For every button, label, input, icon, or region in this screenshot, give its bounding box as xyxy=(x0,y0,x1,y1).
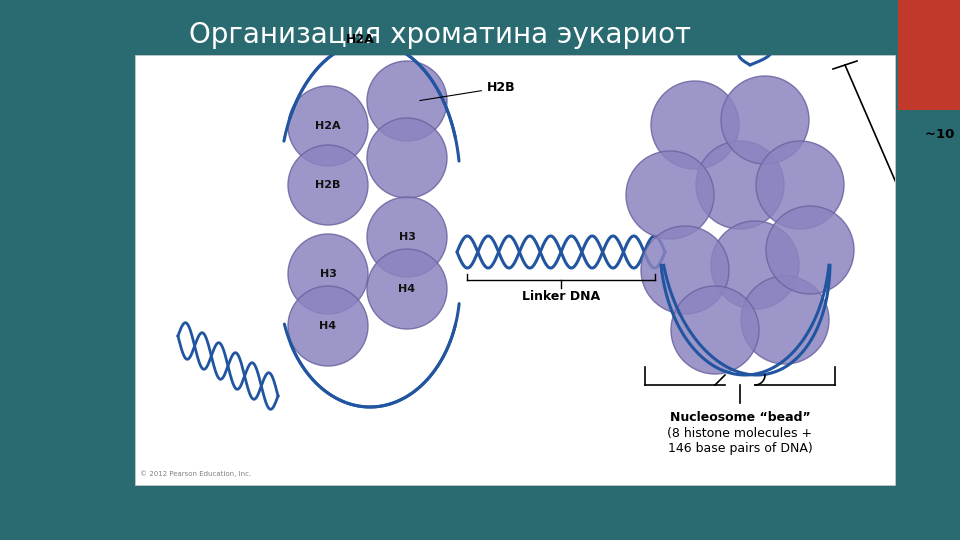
Text: 146 base pairs of DNA): 146 base pairs of DNA) xyxy=(667,442,812,455)
Ellipse shape xyxy=(756,141,844,229)
Ellipse shape xyxy=(288,234,368,314)
Ellipse shape xyxy=(651,81,739,169)
Text: Организация хроматина эукариот: Организация хроматина эукариот xyxy=(189,21,691,49)
Ellipse shape xyxy=(626,151,714,239)
Text: Linker DNA: Linker DNA xyxy=(522,290,600,303)
Text: Nucleosome “bead”: Nucleosome “bead” xyxy=(670,411,810,424)
Bar xyxy=(898,0,960,110)
Ellipse shape xyxy=(766,206,854,294)
Ellipse shape xyxy=(288,145,368,225)
Ellipse shape xyxy=(741,276,829,364)
Text: H4: H4 xyxy=(320,321,337,331)
Text: (8 histone molecules +: (8 histone molecules + xyxy=(667,427,812,440)
Text: H3: H3 xyxy=(398,232,416,242)
Ellipse shape xyxy=(367,61,447,141)
Text: H2B: H2B xyxy=(315,180,341,190)
Text: H2A: H2A xyxy=(346,33,374,46)
Text: ~10 nm: ~10 nm xyxy=(925,129,960,141)
Ellipse shape xyxy=(367,197,447,277)
Ellipse shape xyxy=(696,141,784,229)
Ellipse shape xyxy=(721,76,809,164)
Bar xyxy=(135,55,895,485)
Text: DNA: DNA xyxy=(0,539,1,540)
Ellipse shape xyxy=(367,249,447,329)
Text: © 2012 Pearson Education, Inc.: © 2012 Pearson Education, Inc. xyxy=(140,470,252,477)
Ellipse shape xyxy=(288,86,368,166)
Text: H4: H4 xyxy=(398,284,416,294)
Ellipse shape xyxy=(641,226,729,314)
Text: H2B: H2B xyxy=(420,81,516,100)
Ellipse shape xyxy=(288,286,368,366)
Ellipse shape xyxy=(671,286,759,374)
Text: H2A: H2A xyxy=(315,121,341,131)
Ellipse shape xyxy=(367,118,447,198)
Ellipse shape xyxy=(711,221,799,309)
Text: H3: H3 xyxy=(320,269,336,279)
